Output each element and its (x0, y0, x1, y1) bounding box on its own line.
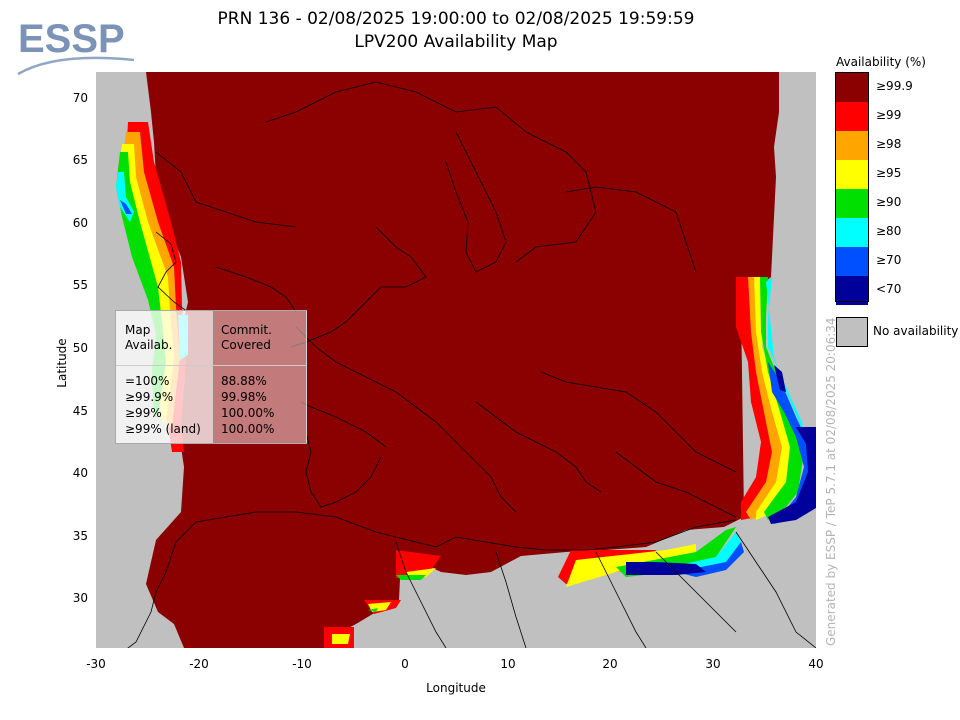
xtick-minus20: -20 (189, 657, 209, 671)
legend-swatch (836, 131, 868, 160)
ytick-30: 30 (72, 591, 88, 605)
stats-row-covered: 88.88% (221, 374, 267, 388)
legend-label: ≥99.9 (876, 79, 913, 93)
ytick-60: 60 (72, 216, 88, 230)
xtick-20: 20 (602, 657, 618, 671)
legend-label: ≥95 (876, 166, 902, 180)
band-lt70-east (768, 427, 816, 524)
stats-row-covered: 100.00% (221, 406, 275, 420)
x-axis-label: Longitude (426, 681, 486, 695)
legend-swatch (836, 73, 868, 102)
stats-row-level: ≥99% (125, 406, 162, 420)
ytick-55: 55 (72, 278, 88, 292)
xtick-0: 0 (401, 657, 409, 671)
band-80-north (116, 172, 134, 222)
map-title: PRN 136 - 02/08/2025 19:00:00 to 02/08/2… (217, 9, 695, 29)
stats-row-level: =100% (125, 374, 170, 388)
stats-header-covered: Covered (221, 338, 271, 352)
map-subtitle: LPV200 Availability Map (354, 32, 558, 52)
availability-map (96, 72, 816, 648)
ytick-50: 50 (72, 341, 88, 355)
coastlines (127, 81, 816, 648)
legend-swatch (836, 102, 868, 131)
band-70-south (676, 542, 744, 577)
stats-col-covered (212, 311, 307, 443)
legend-label-no-availability: No availability (873, 324, 959, 338)
legend-swatch (836, 276, 868, 305)
y-axis-label: Latitude (55, 338, 69, 388)
availability-region (146, 72, 779, 648)
logo-text: ESSP (18, 17, 125, 61)
legend-swatch (836, 160, 868, 189)
band-80-south (656, 532, 741, 572)
band-98-east (746, 277, 788, 520)
band-lt70-east-2 (774, 365, 786, 392)
legend-swatch (836, 218, 868, 247)
stats-header-availab: Availab. (125, 338, 173, 352)
legend-label: ≥98 (876, 137, 902, 151)
essp-logo: ESSP (17, 17, 135, 76)
ytick-45: 45 (72, 404, 88, 418)
stats-header-map: Map (125, 323, 151, 337)
band-70-east (768, 362, 812, 524)
legend-swatch (836, 247, 868, 276)
band-lt70-south (626, 562, 706, 575)
legend-label: <70 (876, 282, 902, 296)
band-95-sw (332, 634, 350, 644)
xtick-minus10: -10 (292, 657, 312, 671)
legend-label: ≥90 (876, 195, 902, 209)
band-99-east (736, 277, 781, 520)
stats-row-covered: 100.00% (221, 422, 275, 436)
stats-divider (116, 365, 306, 366)
generated-credit: Generated by ESSP / TeP 5.7.1 at 02/08/2… (824, 317, 838, 646)
xtick-30: 30 (705, 657, 721, 671)
xtick-minus30: -30 (86, 657, 106, 671)
band-70-north (120, 200, 132, 214)
coverage-stats-table: Map Availab. Commit. Covered =100% ≥99.9… (115, 310, 307, 444)
stats-row-level: ≥99% (land) (125, 422, 201, 436)
legend-swatch (836, 189, 868, 218)
xtick-40: 40 (808, 657, 824, 671)
stats-col-availability (116, 311, 212, 443)
legend-label: ≥80 (876, 224, 902, 238)
legend-swatch-no-availability (836, 317, 868, 347)
band-90-libya (396, 575, 426, 580)
legend-label: ≥99 (876, 108, 902, 122)
band-90-morocco (368, 608, 378, 612)
stats-row-covered: 99.98% (221, 390, 267, 404)
legend-label: ≥70 (876, 253, 902, 267)
ytick-70: 70 (72, 91, 88, 105)
band-95-east (754, 277, 796, 520)
stats-header-commit: Commit. (221, 323, 272, 337)
stats-row-level: ≥99.9% (125, 390, 174, 404)
legend-title: Availability (%) (836, 55, 926, 69)
xtick-10: 10 (500, 657, 516, 671)
ytick-65: 65 (72, 153, 88, 167)
ytick-40: 40 (72, 466, 88, 480)
ytick-35: 35 (72, 529, 88, 543)
